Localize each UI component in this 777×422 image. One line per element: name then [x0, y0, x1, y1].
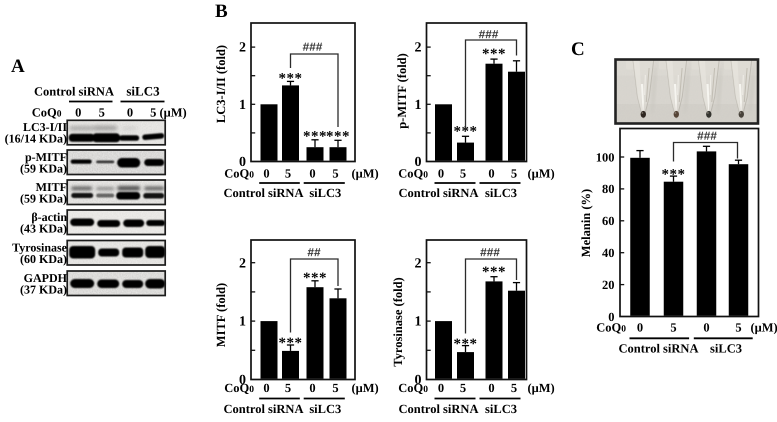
svg-text:Control siRNA: Control siRNA — [399, 186, 479, 200]
svg-text:0: 0 — [309, 167, 315, 181]
svg-text:***: *** — [303, 271, 327, 287]
svg-text:0: 0 — [488, 381, 494, 395]
svg-text:5: 5 — [511, 167, 517, 181]
svg-text:0: 0 — [263, 381, 269, 395]
svg-text:(59 KDa): (59 KDa) — [20, 161, 67, 175]
svg-text:0: 0 — [309, 381, 315, 395]
svg-text:0: 0 — [438, 167, 444, 181]
svg-text:(43 KDa): (43 KDa) — [20, 221, 67, 235]
svg-text:0: 0 — [438, 381, 444, 395]
svg-text:C: C — [571, 39, 585, 60]
svg-text:***: *** — [454, 337, 478, 353]
svg-text:5: 5 — [285, 381, 291, 395]
svg-text:5: 5 — [735, 321, 741, 335]
svg-text:siLC3: siLC3 — [309, 402, 341, 416]
svg-text:(μM): (μM) — [160, 106, 187, 120]
svg-text:5: 5 — [332, 167, 338, 181]
svg-text:***: *** — [662, 167, 686, 183]
svg-text:A: A — [11, 56, 25, 77]
svg-text:Control siRNA: Control siRNA — [224, 402, 304, 416]
svg-text:0: 0 — [75, 106, 81, 120]
svg-text:***: *** — [303, 129, 327, 145]
svg-text:20: 20 — [602, 278, 615, 292]
svg-text:0: 0 — [127, 106, 133, 120]
svg-text:siLC3: siLC3 — [485, 186, 517, 200]
svg-text:(59 KDa): (59 KDa) — [20, 191, 67, 205]
svg-text:1: 1 — [415, 98, 422, 113]
svg-text:***: *** — [326, 129, 350, 145]
svg-text:80: 80 — [602, 182, 615, 196]
svg-text:***: *** — [482, 47, 506, 63]
svg-text:MITF (fold): MITF (fold) — [214, 283, 228, 347]
svg-text:5: 5 — [99, 106, 105, 120]
svg-text:5: 5 — [460, 381, 466, 395]
svg-text:siLC3: siLC3 — [485, 402, 517, 416]
svg-text:Melanin (%): Melanin (%) — [579, 189, 593, 257]
svg-text:Control siRNA: Control siRNA — [619, 342, 699, 356]
svg-text:1: 1 — [415, 315, 422, 330]
svg-text:1: 1 — [239, 315, 246, 330]
svg-text:100: 100 — [596, 150, 615, 164]
svg-text:5: 5 — [285, 167, 291, 181]
svg-text:0: 0 — [637, 321, 643, 335]
svg-text:(60 KDa): (60 KDa) — [20, 252, 67, 266]
svg-text:Tyrosinase (fold): Tyrosinase (fold) — [391, 277, 405, 366]
svg-text:(μM): (μM) — [528, 381, 555, 395]
svg-text:Control siRNA: Control siRNA — [399, 402, 479, 416]
svg-text:0: 0 — [263, 167, 269, 181]
svg-text:(μM): (μM) — [528, 167, 555, 181]
svg-text:5: 5 — [332, 381, 338, 395]
svg-text:(16/14 KDa): (16/14 KDa) — [5, 132, 67, 146]
svg-text:siLC3: siLC3 — [126, 84, 160, 99]
svg-text:siLC3: siLC3 — [309, 186, 341, 200]
svg-text:5: 5 — [150, 106, 156, 120]
svg-text:40: 40 — [602, 246, 615, 260]
svg-text:0: 0 — [703, 321, 709, 335]
svg-text:(μM): (μM) — [352, 381, 379, 395]
svg-text:B: B — [215, 1, 228, 22]
svg-text:5: 5 — [511, 381, 517, 395]
svg-text:***: *** — [482, 265, 506, 281]
svg-text:LC3-I/II (fold): LC3-I/II (fold) — [214, 45, 228, 123]
svg-text:Control siRNA: Control siRNA — [224, 186, 304, 200]
svg-text:60: 60 — [602, 214, 615, 228]
svg-text:1: 1 — [239, 98, 246, 113]
svg-text:siLC3: siLC3 — [710, 342, 742, 356]
svg-text:5: 5 — [670, 321, 676, 335]
svg-text:2: 2 — [239, 41, 246, 56]
svg-text:2: 2 — [415, 41, 422, 56]
svg-text:2: 2 — [239, 256, 246, 271]
svg-text:2: 2 — [415, 256, 422, 271]
svg-text:(37 KDa): (37 KDa) — [20, 282, 67, 296]
svg-text:(μM): (μM) — [751, 321, 777, 335]
svg-text:5: 5 — [460, 167, 466, 181]
svg-text:p-MITF (fold): p-MITF (fold) — [395, 53, 409, 129]
svg-text:***: *** — [279, 71, 303, 87]
svg-text:0: 0 — [488, 167, 494, 181]
svg-text:Control siRNA: Control siRNA — [34, 85, 114, 99]
svg-text:***: *** — [279, 336, 303, 352]
svg-text:(μM): (μM) — [352, 167, 379, 181]
